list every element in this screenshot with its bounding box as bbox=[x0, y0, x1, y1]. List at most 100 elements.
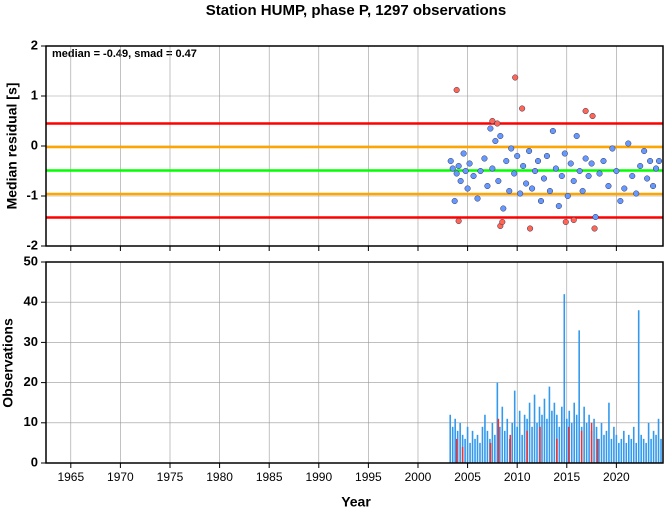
bar bbox=[645, 442, 647, 463]
bar bbox=[546, 418, 548, 463]
point bbox=[570, 177, 577, 185]
bar bbox=[466, 426, 469, 463]
point bbox=[481, 155, 488, 162]
x-tick-label: 1990 bbox=[305, 470, 332, 484]
bar bbox=[526, 430, 528, 463]
bar bbox=[578, 330, 580, 463]
x-tick-label: 2020 bbox=[603, 470, 630, 484]
point bbox=[453, 170, 460, 177]
point bbox=[592, 213, 599, 221]
point bbox=[495, 177, 502, 185]
y-tick-label: 40 bbox=[24, 294, 38, 309]
bar bbox=[521, 434, 523, 463]
point bbox=[511, 170, 518, 177]
y-tick-label: 10 bbox=[24, 414, 38, 429]
bar bbox=[543, 398, 546, 463]
bar bbox=[608, 402, 610, 463]
y-tick-label: 0 bbox=[31, 454, 38, 469]
point bbox=[653, 165, 660, 172]
y-tick-label: 0 bbox=[31, 137, 38, 152]
point bbox=[655, 157, 663, 165]
bar bbox=[632, 426, 635, 463]
bar bbox=[541, 414, 543, 463]
point bbox=[647, 157, 654, 165]
x-axis-label: Year bbox=[341, 494, 371, 510]
point bbox=[489, 117, 496, 125]
point bbox=[617, 197, 624, 205]
point bbox=[484, 182, 491, 190]
y-tick-label: -1 bbox=[26, 187, 38, 202]
point bbox=[523, 180, 530, 187]
bar bbox=[518, 410, 521, 463]
x-tick-label: 2005 bbox=[454, 470, 481, 484]
point bbox=[499, 218, 506, 226]
bar bbox=[657, 418, 660, 463]
point bbox=[492, 137, 499, 145]
point bbox=[637, 162, 644, 170]
bar bbox=[585, 422, 588, 463]
bar bbox=[556, 438, 558, 463]
point bbox=[567, 160, 574, 167]
point bbox=[526, 147, 533, 155]
bar bbox=[588, 414, 590, 463]
point bbox=[555, 202, 562, 210]
point bbox=[453, 86, 460, 94]
point bbox=[621, 185, 628, 192]
bar bbox=[567, 426, 570, 463]
point bbox=[543, 152, 550, 160]
bar bbox=[496, 382, 499, 463]
x-tick-label: 1980 bbox=[206, 470, 233, 484]
bar bbox=[454, 418, 456, 463]
bar bbox=[618, 442, 620, 463]
bar bbox=[449, 414, 452, 463]
bar bbox=[513, 390, 516, 463]
bar bbox=[630, 438, 633, 463]
bar bbox=[539, 426, 541, 463]
bar bbox=[494, 434, 496, 463]
point bbox=[451, 197, 458, 205]
point bbox=[462, 167, 469, 175]
point bbox=[520, 162, 527, 170]
bar bbox=[595, 426, 598, 463]
bar bbox=[511, 422, 514, 463]
point bbox=[552, 165, 559, 172]
bar bbox=[461, 446, 464, 463]
bar bbox=[620, 438, 623, 463]
y-tick-label: 50 bbox=[24, 253, 38, 268]
point bbox=[564, 192, 571, 200]
point bbox=[464, 185, 471, 192]
bar bbox=[561, 406, 563, 463]
bar bbox=[650, 438, 652, 463]
bar bbox=[623, 430, 625, 463]
point bbox=[506, 187, 513, 195]
bar bbox=[605, 430, 608, 463]
bar bbox=[536, 422, 538, 463]
point bbox=[455, 217, 462, 225]
point bbox=[585, 172, 592, 180]
point bbox=[546, 187, 553, 195]
annotation: median = -0.49, smad = 0.47 bbox=[52, 48, 197, 60]
bar bbox=[484, 414, 486, 463]
bar bbox=[523, 414, 526, 463]
bar bbox=[503, 430, 506, 463]
bar bbox=[459, 422, 461, 463]
point bbox=[455, 162, 462, 170]
point bbox=[460, 150, 467, 157]
point bbox=[537, 197, 545, 205]
point bbox=[561, 150, 568, 157]
point bbox=[600, 157, 607, 165]
bar bbox=[583, 406, 585, 463]
bar bbox=[451, 426, 454, 463]
x-tick-label: 1985 bbox=[256, 470, 283, 484]
bar bbox=[469, 442, 471, 463]
x-tick-label: 2010 bbox=[504, 470, 531, 484]
bar bbox=[464, 438, 466, 463]
y-axis-label: Median residual [s] bbox=[4, 83, 20, 210]
bar bbox=[481, 426, 484, 463]
point bbox=[579, 187, 586, 195]
chart-title: Station HUMP, phase P, 1297 observations bbox=[206, 2, 506, 19]
x-tick-label: 2015 bbox=[553, 470, 580, 484]
point bbox=[549, 127, 556, 135]
bar bbox=[615, 434, 618, 463]
